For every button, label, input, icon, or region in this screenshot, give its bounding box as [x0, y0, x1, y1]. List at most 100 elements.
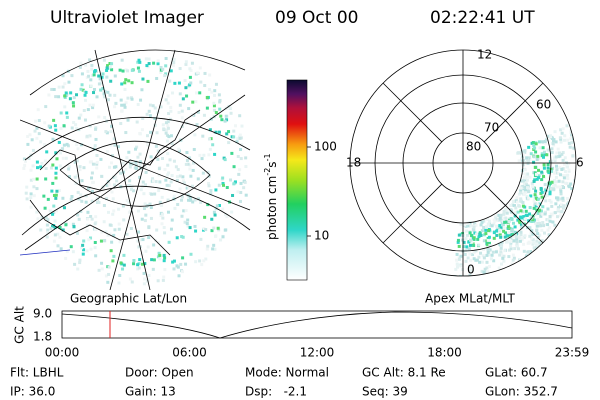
- pixel: [73, 262, 77, 266]
- pixel: [159, 65, 163, 69]
- pixel: [94, 126, 98, 130]
- pixel: [126, 69, 130, 73]
- pixel: [457, 233, 461, 237]
- pixel: [563, 169, 567, 173]
- pixel: [577, 204, 580, 207]
- pixel: [506, 225, 510, 229]
- pixel: [156, 59, 160, 63]
- pixel: [99, 88, 103, 92]
- pixel: [540, 140, 544, 144]
- pixel: [563, 229, 567, 233]
- pixel: [572, 146, 576, 150]
- pixel: [95, 160, 99, 164]
- pixel: [62, 206, 66, 210]
- pixel: [548, 182, 552, 186]
- pixel: [488, 253, 492, 257]
- pixel: [213, 93, 217, 97]
- pixel: [185, 186, 189, 190]
- pixel: [150, 258, 154, 262]
- pixel: [513, 204, 517, 208]
- pixel: [212, 210, 216, 214]
- pixel: [535, 229, 539, 233]
- pixel: [589, 189, 592, 192]
- pixel: [99, 81, 103, 85]
- pixel: [132, 258, 136, 262]
- pixel: [540, 170, 544, 174]
- pixel: [474, 223, 478, 227]
- pixel: [547, 184, 551, 188]
- pixel: [562, 204, 566, 208]
- pixel: [529, 152, 533, 156]
- pixel: [578, 195, 581, 198]
- status-field: Seq: 39: [362, 385, 408, 399]
- pixel: [504, 207, 508, 211]
- pixel: [512, 265, 516, 269]
- pixel: [575, 204, 576, 208]
- pixel: [132, 262, 136, 266]
- pixel: [501, 223, 505, 227]
- pixel: [482, 275, 486, 276]
- pixel: [183, 220, 187, 224]
- pixel: [193, 133, 197, 137]
- pixel: [473, 231, 477, 235]
- pixel: [519, 152, 523, 156]
- pixel: [207, 181, 211, 185]
- pixel: [76, 147, 80, 151]
- pixel: [490, 253, 494, 257]
- pixel: [536, 254, 540, 258]
- pixel: [479, 233, 483, 237]
- pixel: [225, 132, 229, 136]
- pixel: [510, 272, 514, 276]
- pixel: [539, 212, 543, 216]
- pixel: [136, 155, 140, 159]
- pixel: [532, 246, 536, 250]
- pixel: [71, 222, 75, 226]
- pixel: [51, 137, 55, 141]
- pixel: [42, 194, 46, 198]
- pixel: [141, 262, 145, 266]
- pixel: [543, 191, 547, 195]
- pixel: [59, 247, 63, 251]
- pixel: [108, 65, 112, 69]
- pixel: [570, 207, 574, 211]
- pixel: [234, 124, 238, 128]
- pixel: [105, 183, 109, 187]
- pixel: [495, 229, 499, 233]
- pixel: [100, 174, 104, 178]
- pixel: [153, 123, 157, 127]
- pixel: [112, 254, 116, 258]
- pixel: [211, 247, 215, 251]
- pixel: [492, 275, 496, 276]
- status-field: IP: 36.0: [10, 385, 55, 399]
- pixel: [559, 189, 563, 193]
- pixel: [204, 257, 208, 261]
- pixel: [172, 57, 176, 61]
- pixel: [468, 273, 472, 276]
- pixel: [581, 151, 584, 154]
- pixel: [152, 61, 156, 65]
- pixel: [467, 224, 471, 228]
- altitude-axis-label: GC Alt: [13, 306, 27, 344]
- pixel: [573, 223, 576, 227]
- pixel: [153, 117, 157, 121]
- pixel: [169, 109, 173, 113]
- pixel: [565, 181, 569, 185]
- pixel: [147, 62, 151, 66]
- pixel: [69, 91, 73, 95]
- pixel: [512, 211, 516, 215]
- pixel: [166, 210, 170, 214]
- pixel: [103, 239, 107, 243]
- pixel: [177, 110, 181, 114]
- pixel: [466, 221, 470, 225]
- pixel: [80, 179, 84, 183]
- pixel: [524, 258, 528, 262]
- pixel: [83, 118, 87, 122]
- pixel: [157, 167, 161, 171]
- pixel: [91, 162, 95, 166]
- pixel: [162, 127, 166, 131]
- pixel: [58, 235, 62, 239]
- pixel: [468, 221, 472, 225]
- pixel: [39, 228, 43, 232]
- pixel: [168, 158, 172, 162]
- pixel: [140, 217, 144, 221]
